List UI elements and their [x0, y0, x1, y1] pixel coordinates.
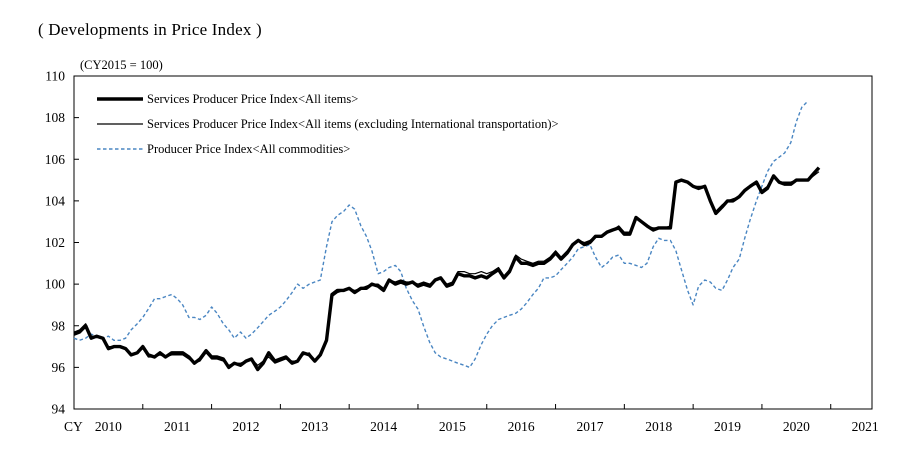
x-tick-label: 2016 [508, 419, 535, 434]
page-title: ( Developments in Price Index ) [38, 20, 262, 39]
series-line-1 [73, 166, 821, 372]
chart-axes: 94 96 98 100 102 104 106 108 110 CY 2010 2011 2012 20… [45, 69, 879, 435]
y-tick-label: 108 [45, 110, 66, 125]
x-tick-label: 2020 [783, 419, 810, 434]
x-tick-label: 2015 [439, 419, 466, 434]
x-tick-label: 2012 [232, 419, 259, 434]
x-tick-label: 2018 [645, 419, 672, 434]
x-tick-label: 2021 [852, 419, 879, 434]
y-tick-label: 102 [45, 235, 65, 250]
y-tick-label: 98 [52, 318, 66, 333]
y-tick-label: 104 [45, 193, 66, 208]
y-tick-label: 96 [52, 360, 66, 375]
y-tick-label: 106 [45, 152, 66, 167]
series-layer [73, 100, 821, 372]
x-tick-label: 2010 [95, 419, 122, 434]
legend-label-3: Producer Price Index<All commodities> [147, 142, 350, 156]
legend-label-1: Services Producer Price Index<All items> [147, 92, 358, 106]
y-tick-label: 110 [45, 69, 65, 84]
series-line-3 [73, 100, 809, 369]
x-tick-label: 2013 [301, 419, 328, 434]
x-tick-label: 2019 [714, 419, 741, 434]
y-tick-label: 94 [52, 402, 66, 417]
y-tick-label: 100 [45, 277, 66, 292]
unit-label: (CY2015 = 100) [80, 58, 163, 72]
series-line-2 [73, 171, 820, 366]
x-tick-label: 2011 [164, 419, 191, 434]
x-tick-label: 2014 [370, 419, 397, 434]
x-axis-prefix: CY [64, 419, 83, 434]
x-tick-label: 2017 [576, 419, 603, 434]
legend-label-2: Services Producer Price Index<All items … [147, 117, 559, 131]
chart-legend: Services Producer Price Index<All items>… [97, 92, 559, 156]
